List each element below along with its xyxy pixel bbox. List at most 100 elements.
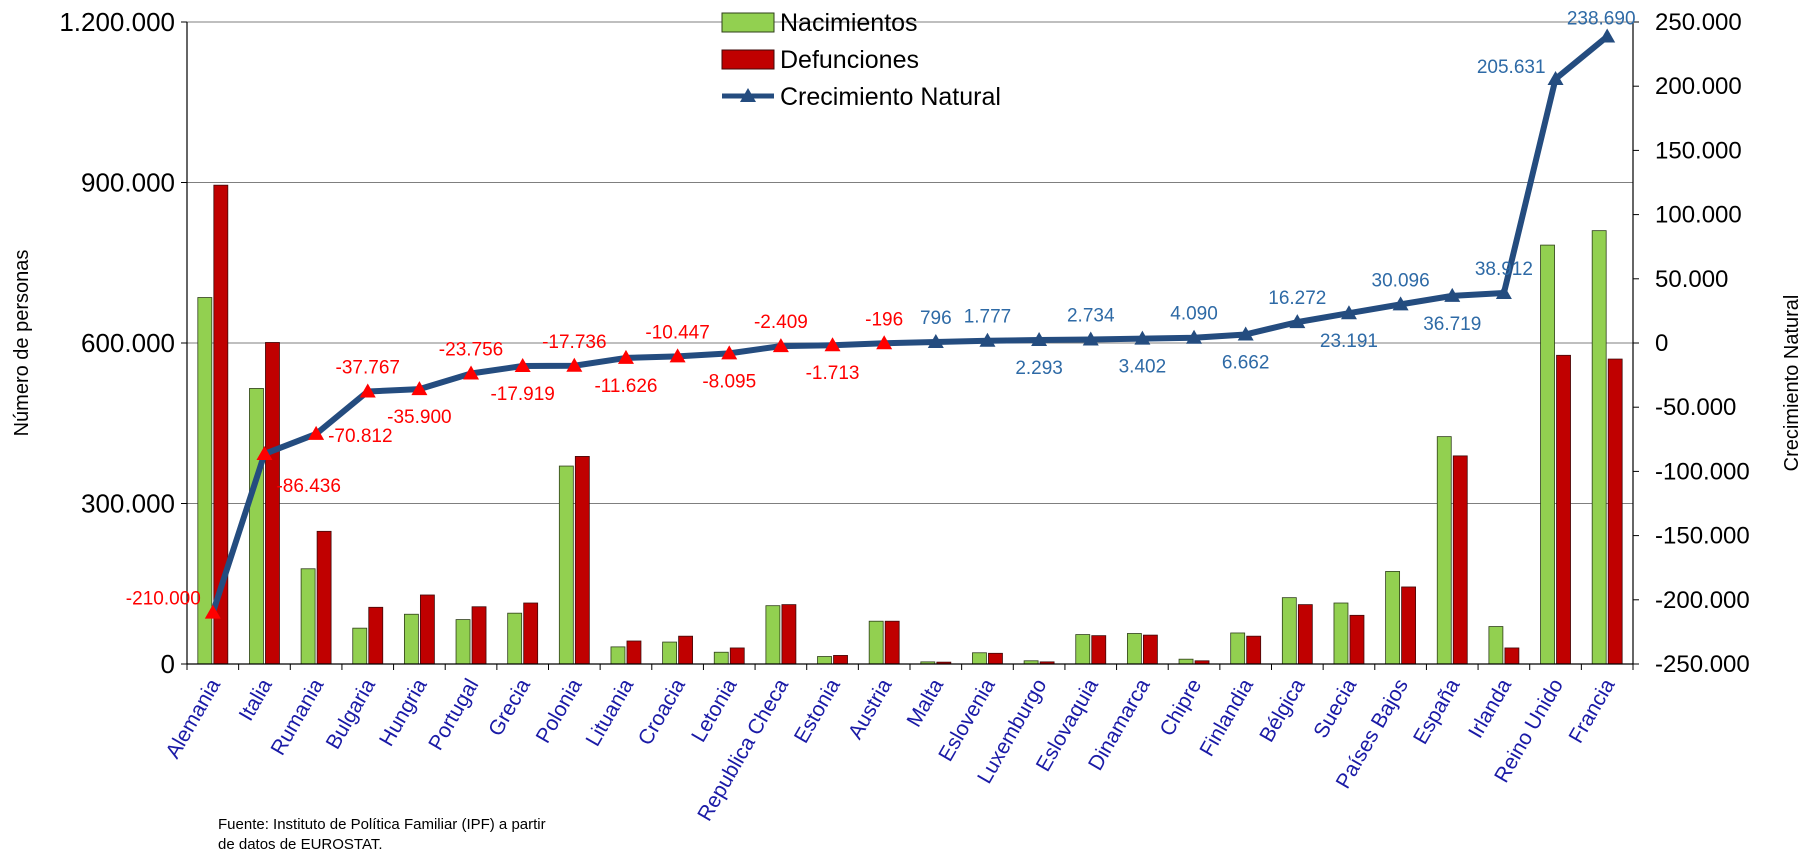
bar-nacimientos-1 xyxy=(249,388,264,665)
bar-defunciones-20 xyxy=(1246,635,1262,665)
marker-crecimiento-17 xyxy=(1082,331,1099,346)
marker-crecimiento-20 xyxy=(1237,326,1254,341)
point-label-14: 796 xyxy=(920,308,952,329)
tick-label-right-10: 250.000 xyxy=(1655,9,1742,36)
point-label-3: -37.767 xyxy=(336,357,400,378)
marker-crecimiento-4 xyxy=(411,381,428,396)
bar-nacimientos-25 xyxy=(1488,626,1504,665)
y-left-axis-label: Número de personas xyxy=(11,250,33,437)
marker-crecimiento-8 xyxy=(617,349,634,364)
category-label-12: Estonia xyxy=(790,675,845,747)
point-label-11: -2.409 xyxy=(754,312,808,333)
point-label-18: 3.402 xyxy=(1119,357,1167,378)
category-label-8: Lituania xyxy=(582,675,639,750)
marker-crecimiento-14 xyxy=(927,333,944,348)
point-label-26: 205.631 xyxy=(1477,57,1546,78)
category-label-7: Polonia xyxy=(532,675,587,747)
bar-defunciones-21 xyxy=(1297,604,1313,665)
bar-nacimientos-19 xyxy=(1178,658,1194,665)
y-right-axis-label: Crecimiento Natural xyxy=(1781,295,1803,472)
bar-defunciones-13 xyxy=(884,620,900,665)
marker-crecimiento-18 xyxy=(1134,330,1151,345)
source-note: Fuente: Instituto de Política Familiar (… xyxy=(218,815,658,855)
bar-nacimientos-12 xyxy=(817,656,832,665)
point-label-16: 2.293 xyxy=(1015,358,1063,379)
category-label-3: Bulgaria xyxy=(322,675,381,754)
marker-crecimiento-13 xyxy=(876,335,893,350)
bar-defunciones-17 xyxy=(1091,635,1107,665)
marker-crecimiento-12 xyxy=(824,337,841,352)
marker-crecimiento-1 xyxy=(256,445,273,460)
marker-crecimiento-11 xyxy=(772,338,789,353)
marker-crecimiento-23 xyxy=(1392,296,1409,311)
category-label-5: Portugal xyxy=(424,675,483,754)
point-label-23: 30.096 xyxy=(1372,270,1430,291)
category-label-25: Irlanda xyxy=(1464,675,1516,742)
bar-nacimientos-10 xyxy=(713,651,729,665)
category-label-6: Grecia xyxy=(484,675,535,740)
bar-defunciones-5 xyxy=(471,606,487,665)
bar-nacimientos-22 xyxy=(1333,602,1349,665)
marker-crecimiento-24 xyxy=(1444,287,1461,302)
bar-defunciones-7 xyxy=(574,456,590,665)
point-label-15: 1.777 xyxy=(964,307,1012,328)
bar-defunciones-27 xyxy=(1607,358,1623,665)
category-label-21: Bélgica xyxy=(1255,675,1310,746)
category-label-9: Croacia xyxy=(634,675,690,749)
category-label-4: Hungria xyxy=(375,675,432,750)
legend-swatch-defunciones xyxy=(721,49,775,70)
category-label-1: Italia xyxy=(235,675,277,725)
bar-nacimientos-8 xyxy=(610,646,626,665)
bar-defunciones-11 xyxy=(781,604,797,665)
bar-nacimientos-17 xyxy=(1075,634,1091,665)
point-label-10: -8.095 xyxy=(702,371,756,392)
bar-defunciones-23 xyxy=(1401,586,1417,665)
bar-defunciones-2 xyxy=(316,530,332,665)
bar-nacimientos-20 xyxy=(1230,632,1246,665)
point-label-20: 6.662 xyxy=(1222,352,1270,373)
bar-defunciones-9 xyxy=(678,635,694,665)
legend-label-nacimientos: Nacimientos xyxy=(780,9,918,37)
tick-label-right-2: -150.000 xyxy=(1655,523,1750,550)
marker-crecimiento-25 xyxy=(1495,285,1512,300)
point-label-17: 2.734 xyxy=(1067,305,1115,326)
tick-label-right-8: 150.000 xyxy=(1655,137,1742,164)
marker-crecimiento-21 xyxy=(1289,314,1306,329)
marker-crecimiento-2 xyxy=(308,425,325,440)
bar-defunciones-3 xyxy=(368,606,384,665)
bar-nacimientos-5 xyxy=(455,619,471,665)
bar-defunciones-22 xyxy=(1349,614,1365,665)
bar-nacimientos-3 xyxy=(352,627,368,665)
marker-crecimiento-6 xyxy=(514,358,531,373)
point-label-8: -11.626 xyxy=(594,376,657,397)
bar-nacimientos-4 xyxy=(403,613,419,665)
tick-label-left-2: 600.000 xyxy=(81,328,175,358)
point-label-24: 36.719 xyxy=(1423,314,1481,335)
point-label-13: -196 xyxy=(865,309,903,330)
tick-label-right-5: 0 xyxy=(1655,330,1668,357)
point-label-22: 23.191 xyxy=(1320,331,1378,352)
tick-label-right-1: -200.000 xyxy=(1655,587,1750,614)
category-label-13: Austria xyxy=(844,675,897,743)
line-crecimiento-natural xyxy=(209,34,1610,614)
bar-defunciones-15 xyxy=(988,652,1003,665)
legend-swatch-nacimientos xyxy=(721,12,775,33)
bar-nacimientos-24 xyxy=(1436,436,1452,665)
tick-label-right-6: 50.000 xyxy=(1655,266,1728,293)
tick-label-right-7: 100.000 xyxy=(1655,202,1742,229)
category-label-24: España xyxy=(1409,675,1465,748)
marker-crecimiento-26 xyxy=(1547,70,1564,85)
marker-crecimiento-15 xyxy=(979,332,996,347)
point-label-27: 238.690 xyxy=(1567,9,1636,30)
point-label-25: 38.912 xyxy=(1475,259,1533,280)
legend-label-defunciones: Defunciones xyxy=(780,46,919,74)
legend-label-crecimiento: Crecimiento Natural xyxy=(780,83,1001,111)
point-label-21: 16.272 xyxy=(1268,288,1326,309)
bar-defunciones-1 xyxy=(265,342,280,665)
bar-defunciones-4 xyxy=(419,594,435,665)
category-label-10: Letonia xyxy=(687,675,742,746)
marker-crecimiento-5 xyxy=(463,365,480,380)
bar-defunciones-18 xyxy=(1142,634,1158,665)
category-label-19: Chipre xyxy=(1156,675,1207,740)
